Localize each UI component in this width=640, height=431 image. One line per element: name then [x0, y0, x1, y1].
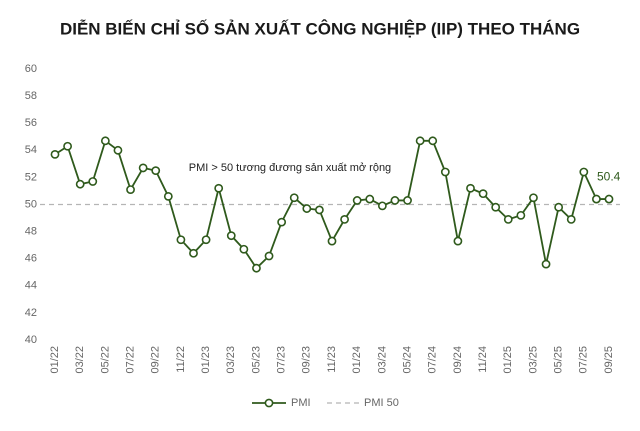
x-tick-label: 11/22: [175, 346, 187, 373]
data-point: [100, 136, 110, 146]
y-tick-label: 44: [25, 280, 37, 292]
y-tick-label: 42: [25, 307, 37, 319]
y-tick-label: 46: [25, 253, 37, 265]
data-point: [63, 141, 72, 151]
y-tick-label: 54: [25, 144, 37, 156]
x-tick-label: 11/24: [477, 346, 489, 373]
y-tick-label: 58: [25, 90, 37, 102]
x-tick-label: 01/22: [49, 346, 61, 374]
x-tick-label: 01/23: [200, 346, 212, 374]
data-point: [214, 183, 224, 193]
x-tick-label: 01/24: [351, 346, 363, 374]
data-point: [327, 236, 337, 246]
data-point: [88, 177, 98, 186]
x-tick-label: 03/23: [225, 346, 237, 374]
y-tick-label: 40: [25, 334, 37, 346]
y-tick-label: 56: [25, 117, 37, 129]
x-tick-label: 05/24: [401, 346, 413, 374]
x-tick-label: 05/22: [99, 346, 111, 374]
data-point: [138, 163, 148, 173]
x-tick-label: 03/24: [376, 346, 388, 374]
data-point: [466, 183, 475, 193]
data-point: [176, 235, 186, 245]
data-point: [592, 194, 601, 204]
legend-marker: [264, 398, 274, 408]
x-tick-label: 07/22: [124, 346, 136, 374]
data-point: [403, 196, 412, 205]
data-point: [201, 235, 211, 245]
data-point: [604, 194, 614, 204]
data-point: [365, 194, 375, 204]
data-point: [315, 205, 324, 215]
y-tick-label: 50: [25, 198, 37, 210]
x-tick-label: 05/23: [250, 346, 262, 374]
data-point: [277, 217, 287, 227]
x-tick-label: 09/24: [452, 346, 464, 374]
data-point: [302, 204, 312, 213]
x-tick-label: 09/22: [150, 346, 162, 374]
x-tick-label: 09/23: [301, 346, 313, 374]
x-tick-label: 03/25: [527, 346, 539, 374]
annotation: PMI > 50 tương đương sản xuất mở rộng: [189, 162, 391, 174]
data-point: [252, 263, 261, 273]
data-point: [189, 248, 198, 258]
chart-title: DIỄN BIẾN CHỈ SỐ SẢN XUẤT CÔNG NGHIỆP (I…: [60, 18, 580, 38]
data-point: [566, 215, 576, 224]
x-tick-label: 01/25: [502, 346, 514, 374]
data-point: [453, 236, 463, 246]
x-tick-label: 07/23: [276, 346, 288, 374]
data-point: [340, 215, 349, 224]
data-point: [113, 145, 123, 155]
data-point: [75, 179, 85, 189]
data-point: [491, 202, 501, 212]
data-point: [516, 210, 526, 220]
data-point: [554, 202, 564, 212]
data-point: [151, 166, 161, 176]
data-point: [478, 189, 488, 199]
x-tick-label: 07/24: [427, 346, 439, 374]
legend-label: PMI: [291, 397, 311, 409]
y-tick-label: 48: [25, 226, 37, 238]
y-tick-label: 60: [25, 63, 37, 75]
data-point: [415, 136, 425, 146]
x-tick-label: 05/25: [553, 346, 565, 374]
x-tick-label: 11/23: [326, 346, 338, 373]
data-point: [440, 167, 450, 177]
data-point: [126, 185, 135, 194]
data-point: [163, 191, 173, 201]
data-point: [579, 167, 589, 177]
legend-label: PMI 50: [364, 397, 399, 409]
data-point: [226, 231, 236, 241]
data-point: [50, 149, 60, 159]
x-tick-label: 07/25: [578, 346, 590, 374]
data-point: [390, 196, 400, 205]
data-point: [529, 193, 538, 203]
data-point: [541, 259, 551, 269]
data-point: [264, 251, 274, 261]
x-tick-label: 09/25: [603, 346, 615, 374]
x-tick-label: 03/22: [74, 346, 86, 374]
data-point: [377, 201, 387, 211]
data-point: [428, 136, 438, 146]
y-tick-label: 52: [25, 171, 37, 183]
data-point: [289, 193, 299, 203]
data-point: [352, 196, 362, 205]
data-label: 50.4: [597, 169, 621, 183]
data-point: [239, 244, 249, 254]
data-point: [503, 215, 513, 224]
